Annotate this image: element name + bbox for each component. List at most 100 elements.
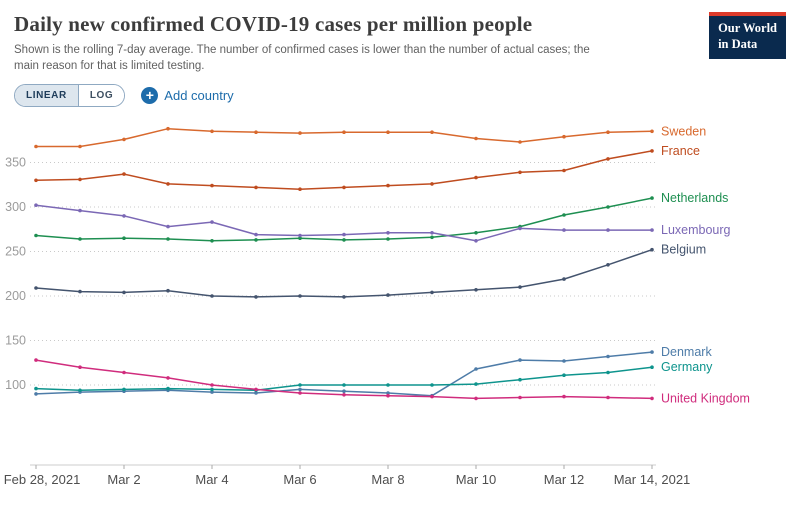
data-point-luxembourg[interactable] (34, 203, 38, 208)
data-point-luxembourg[interactable] (78, 208, 82, 213)
data-point-germany[interactable] (342, 383, 346, 387)
data-point-belgium[interactable] (650, 248, 654, 252)
data-point-france[interactable] (298, 187, 302, 192)
data-point-netherlands[interactable] (562, 213, 566, 217)
data-point-denmark[interactable] (518, 358, 522, 363)
data-point-netherlands[interactable] (78, 237, 82, 241)
data-point-netherlands[interactable] (606, 205, 610, 209)
data-point-luxembourg[interactable] (210, 220, 214, 225)
data-point-belgium[interactable] (34, 286, 38, 290)
data-point-luxembourg[interactable] (562, 228, 566, 233)
data-point-netherlands[interactable] (298, 236, 302, 241)
data-point-netherlands[interactable] (430, 235, 434, 240)
data-point-luxembourg[interactable] (606, 228, 610, 233)
data-point-germany[interactable] (78, 388, 82, 393)
data-point-belgium[interactable] (474, 288, 478, 292)
data-point-germany[interactable] (650, 365, 654, 370)
data-point-germany[interactable] (298, 383, 302, 387)
data-point-luxembourg[interactable] (122, 214, 126, 218)
data-point-france[interactable] (474, 175, 478, 180)
data-point-germany[interactable] (386, 383, 390, 387)
data-point-sweden[interactable] (78, 144, 82, 149)
data-point-luxembourg[interactable] (254, 232, 258, 237)
data-point-united-kingdom[interactable] (606, 395, 610, 400)
log-button[interactable]: LOG (77, 85, 125, 107)
data-point-france[interactable] (518, 170, 522, 175)
data-point-luxembourg[interactable] (342, 232, 346, 237)
data-point-belgium[interactable] (298, 294, 302, 298)
data-point-germany[interactable] (166, 386, 170, 391)
data-point-belgium[interactable] (430, 290, 434, 295)
series-line-belgium[interactable] (35, 249, 653, 298)
data-point-united-kingdom[interactable] (210, 383, 214, 387)
series-line-germany[interactable] (35, 366, 653, 392)
data-point-united-kingdom[interactable] (474, 396, 478, 401)
data-point-united-kingdom[interactable] (342, 393, 346, 397)
data-point-belgium[interactable] (342, 295, 346, 299)
data-point-netherlands[interactable] (342, 238, 346, 242)
data-point-netherlands[interactable] (254, 238, 258, 242)
data-point-belgium[interactable] (562, 277, 566, 282)
data-point-netherlands[interactable] (34, 233, 38, 238)
data-point-denmark[interactable] (34, 392, 38, 396)
data-point-sweden[interactable] (562, 135, 566, 139)
data-point-sweden[interactable] (166, 127, 170, 131)
data-point-belgium[interactable] (606, 263, 610, 267)
data-point-united-kingdom[interactable] (650, 396, 654, 401)
add-country-button[interactable]: + Add country (141, 87, 234, 105)
data-point-netherlands[interactable] (650, 196, 654, 201)
data-point-sweden[interactable] (254, 130, 258, 135)
data-point-denmark[interactable] (254, 391, 258, 395)
data-point-united-kingdom[interactable] (518, 395, 522, 400)
data-point-sweden[interactable] (342, 130, 346, 135)
data-point-france[interactable] (606, 157, 610, 161)
data-point-denmark[interactable] (298, 387, 302, 392)
data-point-united-kingdom[interactable] (298, 391, 302, 395)
data-point-belgium[interactable] (386, 293, 390, 298)
data-point-sweden[interactable] (430, 130, 434, 135)
line-chart[interactable]: 100 150 200 250 300 350 Feb 28, 2021 Mar 2 Mar 4… (0, 109, 800, 509)
data-point-germany[interactable] (606, 370, 610, 375)
data-point-denmark[interactable] (386, 391, 390, 395)
data-point-belgium[interactable] (518, 285, 522, 290)
data-point-sweden[interactable] (606, 130, 610, 135)
data-point-denmark[interactable] (474, 367, 478, 371)
data-point-united-kingdom[interactable] (78, 365, 82, 370)
data-point-france[interactable] (166, 182, 170, 186)
data-point-united-kingdom[interactable] (122, 370, 126, 375)
data-point-sweden[interactable] (650, 129, 654, 134)
data-point-denmark[interactable] (342, 389, 346, 394)
data-point-belgium[interactable] (166, 289, 170, 293)
data-point-belgium[interactable] (122, 290, 126, 295)
data-point-france[interactable] (78, 177, 82, 182)
data-point-france[interactable] (562, 168, 566, 173)
data-point-germany[interactable] (34, 386, 38, 391)
data-point-france[interactable] (386, 183, 390, 188)
data-point-denmark[interactable] (606, 354, 610, 359)
data-point-luxembourg[interactable] (298, 233, 302, 238)
data-point-united-kingdom[interactable] (166, 376, 170, 380)
data-point-luxembourg[interactable] (430, 231, 434, 235)
owid-logo[interactable]: Our World in Data (709, 12, 786, 59)
data-point-netherlands[interactable] (122, 236, 126, 241)
data-point-sweden[interactable] (298, 131, 302, 136)
data-point-luxembourg[interactable] (474, 239, 478, 243)
data-point-france[interactable] (210, 183, 214, 188)
data-point-united-kingdom[interactable] (562, 394, 566, 399)
data-point-united-kingdom[interactable] (254, 387, 258, 392)
data-point-united-kingdom[interactable] (386, 394, 390, 398)
data-point-france[interactable] (650, 149, 654, 153)
data-point-germany[interactable] (474, 382, 478, 387)
data-point-sweden[interactable] (474, 136, 478, 141)
series-line-france[interactable] (35, 150, 653, 191)
data-point-luxembourg[interactable] (386, 231, 390, 235)
data-point-france[interactable] (34, 178, 38, 183)
data-point-netherlands[interactable] (210, 239, 214, 243)
data-point-germany[interactable] (430, 383, 434, 387)
data-point-sweden[interactable] (210, 129, 214, 134)
data-point-denmark[interactable] (210, 390, 214, 395)
data-point-netherlands[interactable] (474, 231, 478, 235)
data-point-sweden[interactable] (386, 130, 390, 135)
data-point-france[interactable] (122, 172, 126, 177)
data-point-belgium[interactable] (254, 295, 258, 299)
